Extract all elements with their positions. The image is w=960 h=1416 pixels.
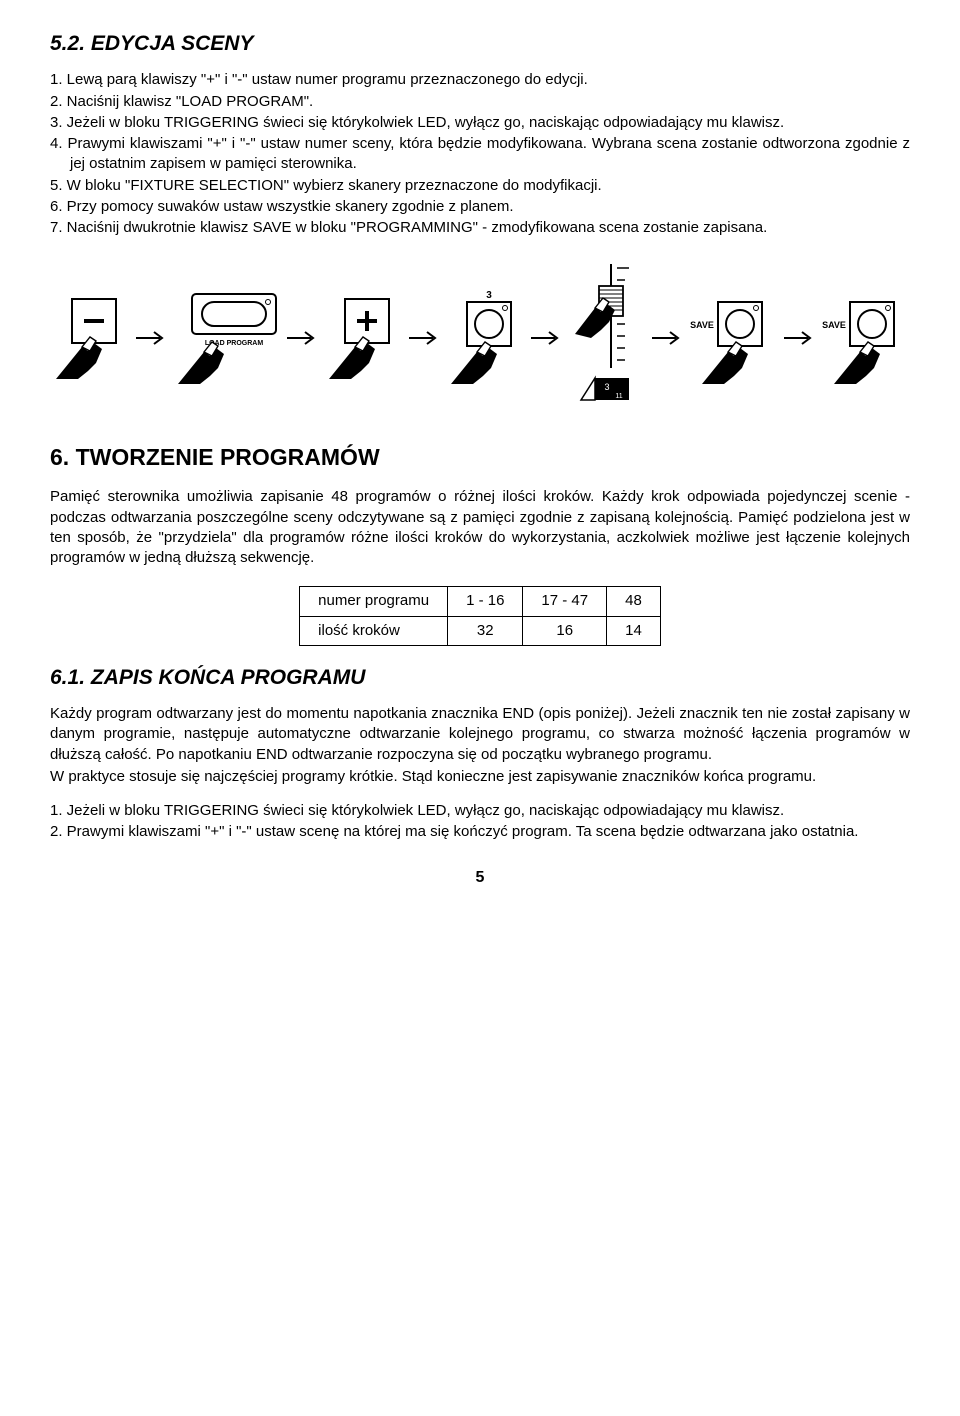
list-item: 3. Jeżeli w bloku TRIGGERING świeci się … [50, 113, 910, 133]
arrow-icon [285, 328, 319, 354]
table-row: ilość kroków 32 16 14 [300, 616, 661, 645]
save-label: SAVE [690, 320, 714, 330]
save-button-icon: SAVE [688, 288, 778, 394]
arrow-icon [782, 328, 816, 354]
section-6-para: Pamięć sterownika umożliwia zapisanie 48… [50, 487, 910, 568]
list-item: 7. Naciśnij dwukrotnie klawisz SAVE w bl… [50, 218, 910, 238]
program-table: numer programu 1 - 16 17 - 47 48 ilość k… [299, 586, 661, 646]
table-cell: 14 [607, 616, 661, 645]
minus-button-icon [50, 293, 130, 389]
display-sub: 11 [615, 393, 622, 400]
arrow-icon [529, 328, 563, 354]
table-row: numer programu 1 - 16 17 - 47 48 [300, 587, 661, 616]
save-button-icon: SAVE [820, 288, 910, 394]
section-61-heading: 6.1. ZAPIS KOŃCA PROGRAMU [50, 664, 910, 692]
list-item: 6. Przy pomocy suwaków ustaw wszystkie s… [50, 197, 910, 217]
table-cell: 48 [607, 587, 661, 616]
list-item: 1. Lewą parą klawiszy "+" i "-" ustaw nu… [50, 70, 910, 90]
list-item: 2. Prawymi klawiszami "+" i "-" ustaw sc… [50, 822, 910, 842]
section-61-para2: W praktyce stosuje się najczęściej progr… [50, 767, 910, 787]
table-cell: 17 - 47 [523, 587, 607, 616]
list-item: 4. Prawymi klawiszami "+" i "-" ustaw nu… [50, 134, 910, 175]
arrow-icon [134, 328, 168, 354]
plus-button-icon [323, 293, 403, 389]
slider-icon: 3 11 [567, 258, 647, 424]
section-52-list: 1. Lewą parą klawiszy "+" i "-" ustaw nu… [50, 70, 910, 238]
diagram-row: LOAD PROGRAM 3 [50, 266, 910, 416]
section-61-para1: Każdy program odtwarzany jest do momentu… [50, 704, 910, 765]
arrow-icon [650, 328, 684, 354]
section-6-heading: 6. TWORZENIE PROGRAMÓW [50, 442, 910, 473]
list-item: 1. Jeżeli w bloku TRIGGERING świeci się … [50, 801, 910, 821]
save-label: SAVE [822, 320, 846, 330]
load-program-button-icon: LOAD PROGRAM [172, 288, 282, 394]
page-number: 5 [50, 867, 910, 889]
table-cell: 1 - 16 [448, 587, 523, 616]
table-cell: ilość kroków [300, 616, 448, 645]
display-value: 3 [604, 382, 609, 392]
table-cell: 32 [448, 616, 523, 645]
table-cell: numer programu [300, 587, 448, 616]
section-61-list: 1. Jeżeli w bloku TRIGGERING świeci się … [50, 801, 910, 843]
table-cell: 16 [523, 616, 607, 645]
section-52-heading: 5.2. EDYCJA SCENY [50, 30, 910, 58]
list-item: 5. W bloku "FIXTURE SELECTION" wybierz s… [50, 176, 910, 196]
list-item: 2. Naciśnij klawisz "LOAD PROGRAM". [50, 92, 910, 112]
scene-button-icon: 3 [445, 288, 525, 394]
scene-number-label: 3 [486, 290, 492, 301]
arrow-icon [407, 328, 441, 354]
